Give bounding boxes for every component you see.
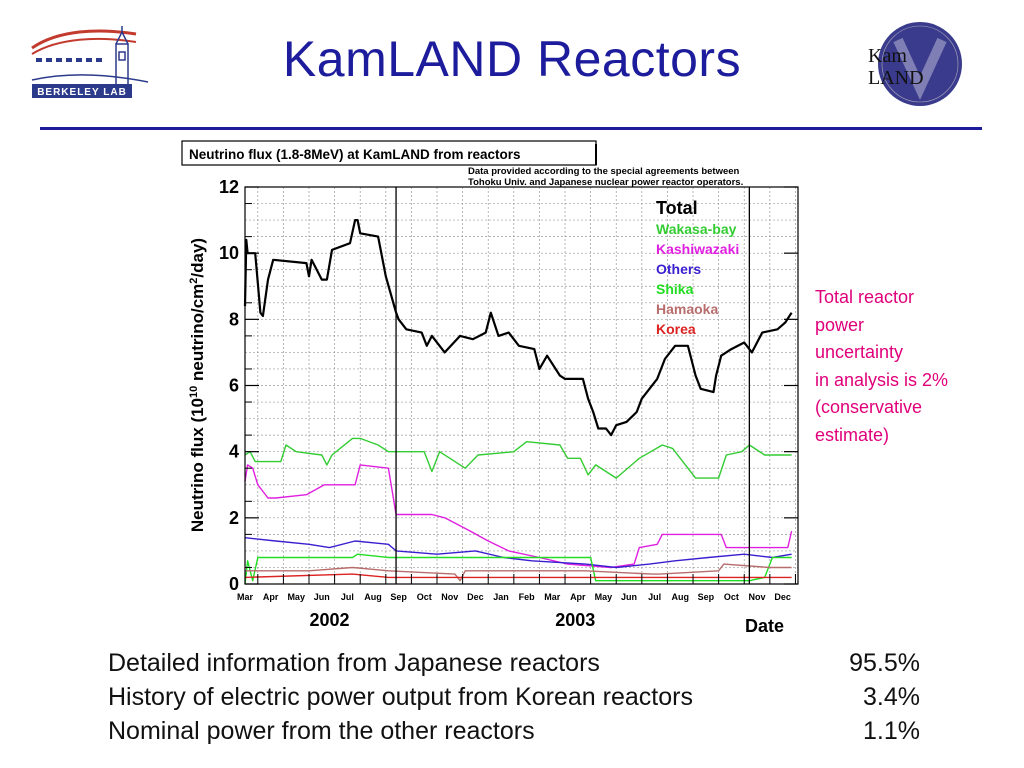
info-row: History of electric power output from Ko…	[108, 680, 928, 714]
y-axis-ticks: 0 2 4 6 8 10 12	[219, 177, 798, 594]
kamland-logo-text-2: LAND	[868, 67, 924, 89]
x-tick-label: Jan	[493, 592, 509, 602]
info-value: 95.5%	[849, 648, 920, 677]
berkeley-lab-hills-icon	[31, 29, 137, 55]
uncertainty-note-line: in analysis is 2%	[815, 369, 949, 390]
uncertainty-note: Total reactor power uncertainty in analy…	[815, 284, 1005, 449]
x-axis-ticks: Mar Apr May Jun Jul Aug Sep Oct Nov Dec Jan Feb Mar A…	[237, 574, 796, 602]
slide-title: KamLAND Reactors	[282, 31, 742, 87]
series-line-kashiwazaki	[244, 464, 793, 569]
x-tick-label: Mar	[237, 592, 254, 602]
berkeley-lab-logo: BERKELEY LAB	[31, 26, 149, 98]
series-line-korea	[244, 573, 792, 579]
y-tick-label: 4	[229, 442, 239, 462]
x-tick-label: Aug	[364, 592, 382, 602]
uncertainty-note-line: estimate)	[815, 424, 890, 445]
x-tick-label: Jun	[314, 592, 330, 602]
kamland-logo: Kam LAND	[868, 22, 962, 106]
chart-grid	[245, 187, 798, 584]
legend-entry-hamaoka: Hamaoka	[656, 301, 718, 317]
x-tick-label: Jul	[648, 592, 661, 602]
info-row: Detailed information from Japanese react…	[108, 646, 928, 680]
y-tick-label: 2	[229, 508, 239, 528]
uncertainty-note-line: uncertainty	[815, 342, 904, 362]
info-value: 3.4%	[863, 682, 920, 711]
x-tick-label: Sep	[390, 592, 407, 602]
x-tick-label: Oct	[724, 592, 739, 602]
uncertainty-note-line: power	[815, 314, 865, 335]
x-tick-label: Apr	[570, 592, 586, 602]
series-line-total	[243, 219, 793, 437]
x-tick-label: Dec	[467, 592, 484, 602]
x-tick-label: Nov	[441, 592, 458, 602]
x-tick-label: Sep	[698, 592, 715, 602]
x-tick-label: Jul	[341, 592, 354, 602]
x-tick-label: Oct	[417, 592, 432, 602]
info-label: History of electric power output from Ko…	[108, 682, 693, 711]
info-value: 1.1%	[863, 716, 920, 745]
legend-entry-total: Total	[656, 198, 698, 218]
x-tick-label: May	[287, 592, 305, 602]
y-tick-label: 0	[229, 574, 239, 594]
y-tick-label: 10	[219, 243, 239, 263]
legend-entry-shika: Shika	[656, 281, 694, 297]
x-axis-label: Date	[745, 616, 784, 636]
chart-legend: Total Wakasa-bay Kashiwazaki Others Shika Ham…	[656, 198, 739, 337]
year-label: 2003	[555, 610, 595, 630]
x-tick-label: Nov	[749, 592, 766, 602]
berkeley-lab-logo-text: BERKELEY LAB	[37, 87, 127, 98]
x-tick-label: Dec	[774, 592, 791, 602]
x-tick-label: Mar	[544, 592, 561, 602]
chart-title: Neutrino flux (1.8-8MeV) at KamLAND from…	[189, 147, 521, 162]
year-labels: 2002 2003	[309, 610, 595, 630]
legend-entry-others: Others	[656, 261, 701, 277]
series-line-hamaoka	[245, 563, 792, 582]
series-line-wakasa-bay	[244, 437, 792, 479]
berkeley-lab-pillars-icon	[36, 58, 102, 62]
legend-entry-korea: Korea	[656, 321, 696, 337]
chart-note-line-2: Tohoku Univ. and Japanese nuclear power …	[468, 177, 743, 188]
x-tick-label: Feb	[519, 592, 536, 602]
x-tick-label: Jun	[621, 592, 637, 602]
y-axis-label: Neutrino flux (1010 neutrino/cm2/day)	[188, 238, 207, 532]
info-label: Nominal power from the other reactors	[108, 716, 535, 745]
chart-series	[243, 219, 793, 585]
chart-note-line-1: Data provided according to the special a…	[468, 166, 740, 177]
info-row: Nominal power from the other reactors 1.…	[108, 714, 928, 748]
y-tick-label: 12	[219, 177, 239, 197]
year-label: 2002	[309, 610, 349, 630]
kamland-logo-text-1: Kam	[868, 45, 907, 67]
uncertainty-note-line: (conservative	[815, 397, 923, 417]
legend-entry-kashiwazaki: Kashiwazaki	[656, 241, 739, 257]
x-tick-label: May	[595, 592, 613, 602]
x-tick-label: Apr	[263, 592, 279, 602]
info-table: Detailed information from Japanese react…	[108, 646, 928, 748]
info-label: Detailed information from Japanese react…	[108, 648, 600, 677]
y-tick-label: 6	[229, 376, 239, 396]
y-tick-label: 8	[229, 309, 239, 329]
title-divider	[40, 127, 982, 130]
x-tick-label: Aug	[671, 592, 689, 602]
vertical-markers	[395, 187, 751, 584]
legend-entry-wakasa-bay: Wakasa-bay	[656, 221, 737, 237]
uncertainty-note-line: Total reactor	[815, 287, 915, 307]
